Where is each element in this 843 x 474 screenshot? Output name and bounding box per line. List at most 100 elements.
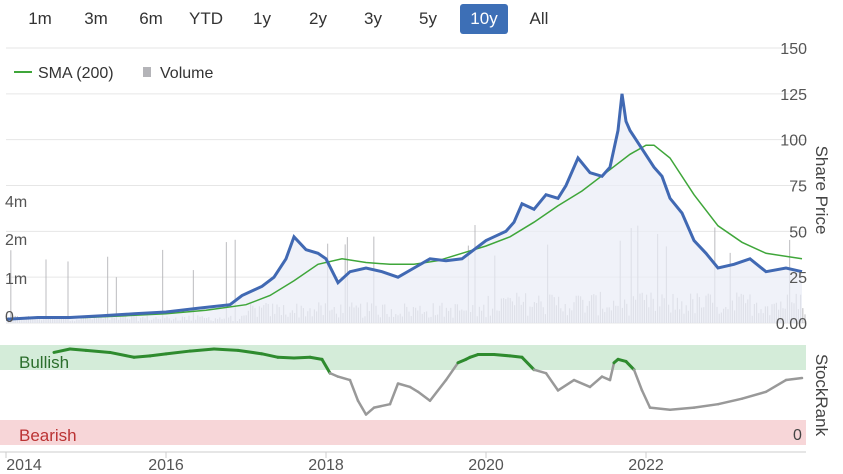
volume-bar [107, 256, 109, 323]
stockrank-segment [492, 353, 512, 358]
stockrank-segment [348, 378, 360, 402]
stockrank-segment [260, 352, 280, 359]
stockrank-segment [320, 357, 332, 375]
stockrank-segment [668, 406, 696, 411]
stockrank-segment [692, 402, 720, 409]
volume-axis-ticks: 0 1m 2m 4m [5, 194, 27, 326]
price-tick-label: 75 [789, 179, 807, 196]
stockrank-segment [632, 368, 644, 392]
stockrank-segment [308, 355, 324, 361]
stockrank-segment [276, 355, 296, 360]
stockrank-segment [132, 354, 152, 359]
range-button-1y[interactable]: 1y [253, 9, 271, 28]
volume-bar [67, 261, 69, 323]
range-button-10y[interactable]: 10y [460, 4, 508, 34]
x-tick-label: 2014 [6, 457, 42, 474]
stockrank-segment [508, 354, 524, 359]
price-tick-label: 100 [780, 133, 807, 150]
stockrank-segment [148, 352, 168, 358]
volume-bar [45, 259, 47, 323]
stockrank-series-line [52, 347, 804, 416]
range-button-1m[interactable]: 1m [28, 9, 52, 28]
stockrank-segment [572, 378, 592, 389]
stockrank-segment [356, 399, 368, 416]
volume-bar [802, 308, 804, 323]
stockrank-segment [396, 382, 412, 389]
x-tick-label: 2022 [628, 457, 664, 474]
x-axis-ticks: 2014 2016 2018 2020 2022 [5, 452, 664, 474]
stockrank-segment [740, 390, 768, 400]
volume-bar [234, 239, 236, 323]
stockrank-segment [520, 355, 536, 372]
sma-series-line [5, 144, 803, 321]
price-area-fill [6, 93, 802, 323]
volume-tick-label: 2m [5, 232, 27, 249]
bearish-band [0, 420, 806, 445]
stockrank-segment [212, 347, 240, 352]
range-button-6m[interactable]: 6m [139, 9, 163, 28]
bearish-label: Bearish [19, 426, 77, 445]
range-button-all[interactable]: All [529, 9, 549, 28]
price-tick-label: 25 [789, 270, 807, 287]
stockrank-segment [608, 361, 616, 382]
stockrank-segment [388, 382, 400, 406]
bullish-label: Bullish [19, 353, 69, 372]
x-tick-label: 2020 [468, 457, 504, 474]
bullish-band [0, 345, 806, 370]
stockrank-segment [648, 406, 672, 411]
stockrank-segment [328, 371, 340, 378]
range-button-ytd[interactable]: YTD [189, 9, 223, 28]
stockrank-segment [784, 376, 804, 382]
stockrank-segment [624, 359, 636, 372]
stockrank-segment [408, 385, 420, 394]
price-series-line [5, 93, 803, 321]
price-tick-label: 50 [789, 224, 807, 241]
volume-tick-label: 4m [5, 194, 27, 211]
x-tick-label: 2016 [148, 457, 184, 474]
stockrank-segment [640, 389, 652, 409]
stockrank-segment [108, 350, 136, 359]
stockrank-segment [428, 378, 448, 402]
stockrank-segment [416, 390, 432, 402]
stockrank-segment [532, 368, 548, 375]
stockrank-zero-tick: 0 [793, 427, 802, 444]
price-axis-ticks: 0.00 25 50 75 100 125 150 [776, 41, 807, 333]
stockrank-segment [764, 378, 788, 394]
range-button-3y[interactable]: 3y [364, 9, 382, 28]
stockrank-segment [444, 361, 460, 382]
volume-bar [115, 277, 117, 323]
x-tick-label: 2018 [308, 457, 344, 474]
legend-volume-label[interactable]: Volume [160, 65, 213, 82]
range-button-3m[interactable]: 3m [84, 9, 108, 28]
stockrank-segment [600, 375, 612, 382]
stockrank-segment [84, 348, 112, 354]
volume-tick-label: 0 [5, 309, 14, 326]
stockrank-segment [68, 347, 88, 352]
volume-bar [225, 242, 227, 323]
stockrank-segment [336, 375, 352, 382]
volume-bar [192, 270, 194, 323]
stockrank-segment [164, 349, 192, 356]
price-tick-label: 0.00 [776, 316, 807, 333]
stockrank-segment [716, 397, 744, 406]
stockrank-segment [544, 371, 560, 392]
legend-sma-label[interactable]: SMA (200) [38, 65, 114, 82]
volume-tick-label: 1m [5, 271, 27, 288]
stockrank-segment [52, 347, 72, 354]
stockrank-axis-title: StockRank [812, 354, 831, 437]
price-axis-title: Share Price [812, 146, 831, 235]
range-button-5y[interactable]: 5y [419, 9, 437, 28]
price-tick-label: 125 [780, 87, 807, 104]
volume-bar [162, 249, 164, 323]
legend-volume-swatch [143, 67, 151, 77]
range-button-2y[interactable]: 2y [309, 9, 327, 28]
price-tick-label: 150 [780, 41, 807, 58]
stockrank-segment [188, 347, 216, 353]
range-selector: 1m 3m 6m YTD 1y 2y 3y 5y 10y All [0, 0, 600, 40]
volume-bar [804, 314, 806, 323]
stockrank-segment [292, 355, 312, 360]
stockrank-segment [236, 348, 264, 356]
stockrank-segment [588, 375, 604, 389]
legend: SMA (200) Volume [14, 65, 213, 82]
